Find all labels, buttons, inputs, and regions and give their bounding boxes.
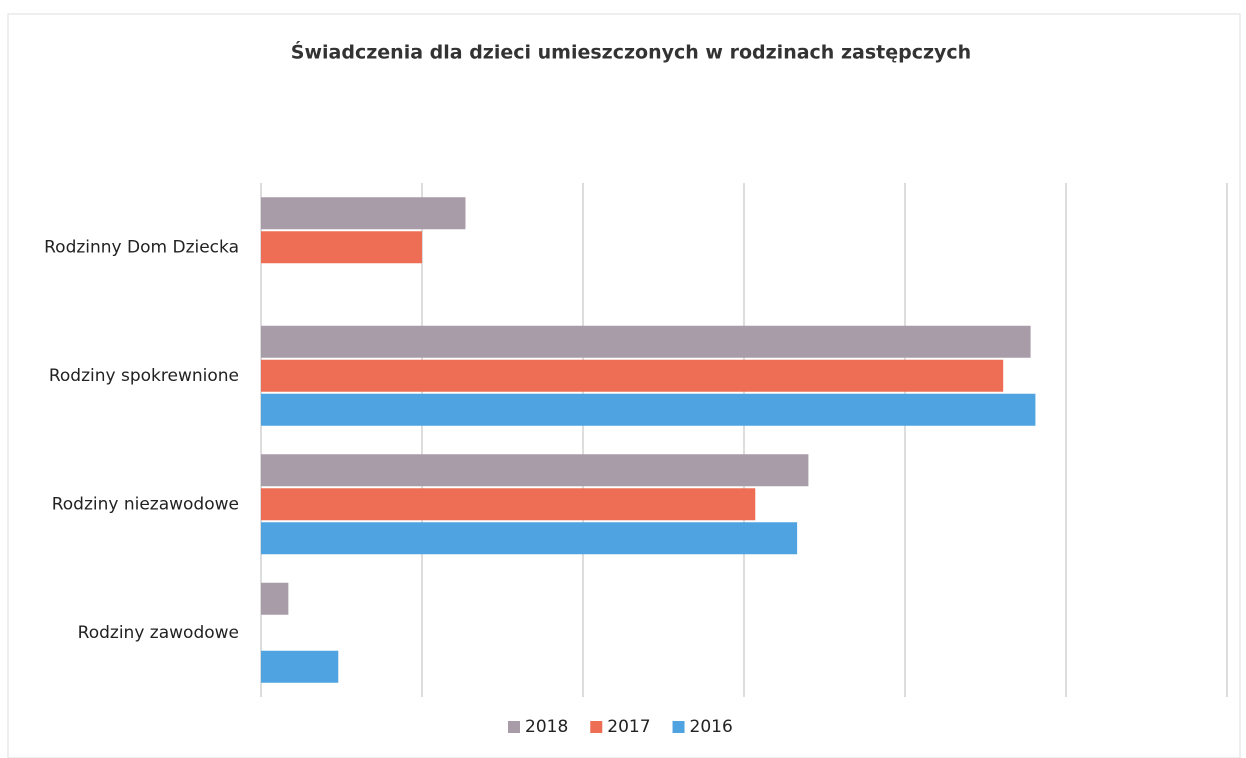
y-tick-label: Rodziny zawodowe	[78, 623, 239, 643]
legend-label: 2016	[690, 717, 733, 737]
bar	[261, 582, 289, 615]
chart-title: Świadczenia dla dzieci umieszczonych w r…	[291, 40, 971, 64]
legend-swatch	[590, 721, 603, 733]
y-tick-label: Rodziny spokrewnione	[49, 366, 239, 386]
bar	[261, 454, 809, 487]
bar	[261, 393, 1036, 426]
bar	[261, 522, 798, 555]
legend-swatch	[672, 721, 685, 733]
y-tick-label: Rodziny niezawodowe	[52, 494, 239, 514]
bar	[261, 325, 1031, 358]
bar	[261, 650, 339, 683]
bar	[261, 359, 1004, 392]
y-tick-label: Rodzinny Dom Dziecka	[44, 237, 239, 257]
bar	[261, 197, 466, 230]
legend-label: 2017	[607, 717, 650, 737]
legend-label: 2018	[525, 717, 568, 737]
legend-swatch	[508, 721, 520, 733]
bar	[261, 231, 422, 264]
bar	[261, 488, 756, 521]
